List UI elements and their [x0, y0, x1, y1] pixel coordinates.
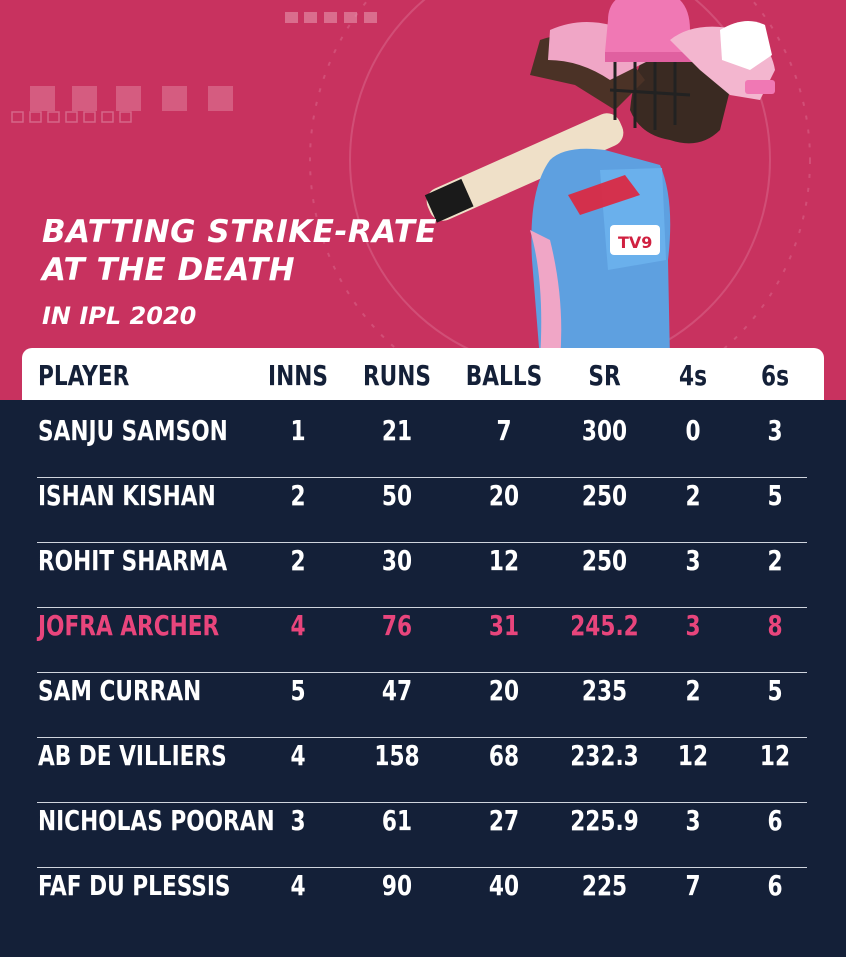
cell-6s: 8 [767, 609, 783, 642]
cell-player: NICHOLAS POORAN [38, 804, 275, 837]
cell-balls: 68 [488, 739, 520, 772]
cell-inns: 1 [290, 414, 306, 447]
chart-title: BATTING STRIKE-RATE AT THE DEATH IN IPL … [42, 213, 437, 331]
row-divider [37, 867, 807, 868]
cell-4s: 3 [685, 609, 701, 642]
cell-6s: 3 [767, 414, 783, 447]
row-divider [37, 737, 807, 738]
header-sr: SR [588, 359, 621, 392]
table-row: ROHIT SHARMA 2 30 12 250 3 2 [22, 518, 824, 583]
cell-4s: 3 [685, 544, 701, 577]
header-6s: 6s [761, 359, 789, 392]
cell-6s: 2 [767, 544, 783, 577]
cell-inns: 3 [290, 804, 306, 837]
cell-player: FAF DU PLESSIS [38, 869, 231, 902]
stats-table-body: SANJU SAMSON 1 21 7 300 0 3 ISHAN KISHAN 2 50 20 25… [22, 400, 824, 957]
cell-runs: 30 [381, 544, 413, 577]
row-divider [37, 802, 807, 803]
row-divider [37, 542, 807, 543]
title-line-2: AT THE DEATH [42, 252, 296, 288]
cell-balls: 31 [488, 609, 520, 642]
batsman-illustration: TV9 [424, 0, 775, 360]
cell-4s: 7 [685, 869, 701, 902]
cell-balls: 40 [488, 869, 520, 902]
cell-runs: 158 [374, 739, 420, 772]
cell-balls: 20 [488, 479, 520, 512]
header-4s: 4s [679, 359, 707, 392]
table-row: AB DE VILLIERS 4 158 68 232.3 12 12 [22, 713, 824, 778]
table-row: SANJU SAMSON 1 21 7 300 0 3 [22, 388, 824, 453]
table-row: JOFRA ARCHER 4 76 31 245.2 3 8 [22, 583, 824, 648]
header-balls: BALLS [465, 359, 543, 392]
cell-inns: 5 [290, 674, 306, 707]
title-subtitle: IN IPL 2020 [42, 302, 197, 330]
header-runs: RUNS [362, 359, 431, 392]
cell-inns: 4 [290, 609, 306, 642]
svg-text:TV9: TV9 [618, 233, 652, 252]
cell-player: AB DE VILLIERS [38, 739, 227, 772]
row-divider [37, 607, 807, 608]
cell-4s: 12 [677, 739, 709, 772]
cell-balls: 27 [488, 804, 520, 837]
cell-balls: 20 [488, 674, 520, 707]
cell-4s: 2 [685, 674, 701, 707]
cell-sr: 250 [581, 544, 628, 577]
cell-4s: 0 [685, 414, 701, 447]
header-player: PLAYER [38, 359, 130, 392]
table-row: SAM CURRAN 5 47 20 235 2 5 [22, 648, 824, 713]
cell-4s: 2 [685, 479, 701, 512]
cell-runs: 50 [381, 479, 413, 512]
cell-runs: 61 [381, 804, 413, 837]
cell-sr: 235 [581, 674, 628, 707]
cell-inns: 4 [290, 739, 306, 772]
cell-balls: 12 [488, 544, 520, 577]
cell-runs: 76 [381, 609, 413, 642]
cell-player: SANJU SAMSON [38, 414, 228, 447]
cell-inns: 2 [290, 479, 306, 512]
decorative-background [11, 0, 811, 400]
cell-player: ROHIT SHARMA [38, 544, 228, 577]
cell-sr: 300 [581, 414, 628, 447]
table-row: NICHOLAS POORAN 3 61 27 225.9 3 6 [22, 778, 824, 843]
cell-inns: 4 [290, 869, 306, 902]
cell-6s: 6 [767, 869, 783, 902]
table-row: ISHAN KISHAN 2 50 20 250 2 5 [22, 453, 824, 518]
table-row: FAF DU PLESSIS 4 90 40 225 7 6 [22, 843, 824, 908]
cell-runs: 90 [381, 869, 413, 902]
cell-sr: 245.2 [570, 609, 639, 642]
cell-sr: 225.9 [570, 804, 639, 837]
cell-6s: 6 [767, 804, 783, 837]
cell-player: ISHAN KISHAN [38, 479, 216, 512]
cell-player: JOFRA ARCHER [38, 609, 220, 642]
cell-sr: 232.3 [570, 739, 639, 772]
cell-runs: 47 [381, 674, 413, 707]
cell-6s: 5 [767, 674, 783, 707]
table-header: PLAYER INNS RUNS BALLS SR 4s 6s [22, 348, 824, 400]
title-line-1: BATTING STRIKE-RATE [42, 214, 438, 250]
cell-balls: 7 [496, 414, 512, 447]
header-inns: INNS [268, 359, 328, 392]
cell-runs: 21 [381, 414, 413, 447]
cell-6s: 12 [759, 739, 791, 772]
cell-6s: 5 [767, 479, 783, 512]
cell-player: SAM CURRAN [38, 674, 202, 707]
cell-4s: 3 [685, 804, 701, 837]
cell-inns: 2 [290, 544, 306, 577]
cell-sr: 250 [581, 479, 628, 512]
cell-sr: 225 [581, 869, 628, 902]
hero-banner: TV9 BATTING STRIKE-RATE AT THE DEATH IN … [0, 0, 846, 400]
row-divider [37, 477, 807, 478]
row-divider [37, 672, 807, 673]
